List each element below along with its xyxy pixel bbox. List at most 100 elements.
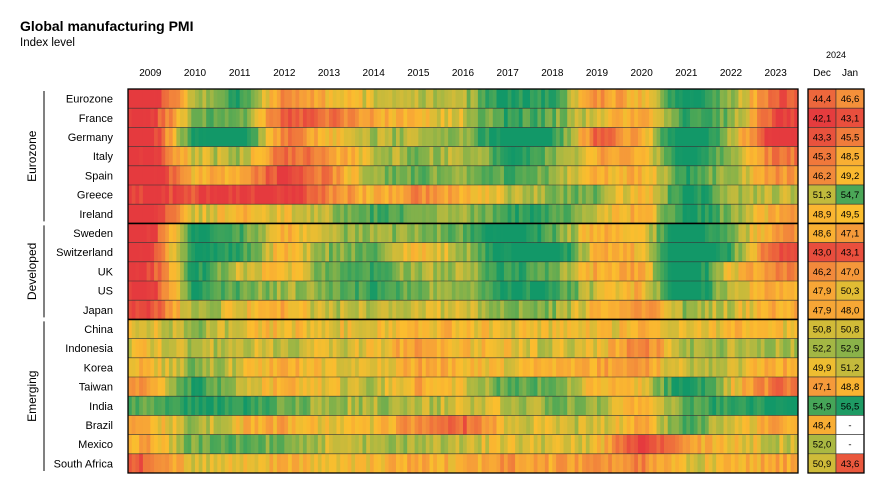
heatmap-cell [195, 453, 200, 473]
heatmap-cell [515, 434, 520, 454]
heatmap-cell [262, 396, 267, 416]
row-label: Switzerland [56, 247, 113, 259]
heatmap-cell [388, 453, 393, 473]
heatmap-cell [228, 89, 233, 109]
heatmap-cell [399, 377, 404, 397]
heatmap-cell [299, 319, 304, 339]
heatmap-cell [704, 242, 710, 262]
heatmap-cell [247, 108, 252, 128]
heatmap-cell [381, 338, 386, 358]
heatmap-cell [660, 377, 665, 397]
heatmap-cell [656, 453, 661, 473]
heatmap-cell [783, 319, 788, 339]
heatmap-cell [429, 338, 434, 358]
heatmap-cell [146, 377, 151, 397]
heatmap-cell [325, 204, 330, 224]
heatmap-cell [522, 357, 527, 377]
heatmap-cell [332, 281, 337, 301]
heatmap-cell [470, 204, 475, 224]
heatmap-cell [649, 396, 654, 416]
heatmap-cell [172, 300, 177, 320]
heatmap-cell [429, 146, 434, 166]
heatmap-cell [463, 223, 468, 243]
heatmap-cell [771, 242, 777, 262]
x-tick-label: 2017 [497, 68, 520, 79]
heatmap-cell [358, 453, 363, 473]
heatmap-cell [559, 453, 564, 473]
heatmap-cell [168, 127, 174, 147]
heatmap-cell [157, 300, 162, 320]
heatmap-cell [221, 377, 226, 397]
heatmap-cell [247, 223, 252, 243]
heatmap-cell [757, 185, 762, 205]
heatmap-cell [332, 261, 337, 281]
heatmap-cell [786, 127, 791, 147]
heatmap-cell [783, 223, 788, 243]
heatmap-cell [433, 204, 438, 224]
heatmap-cell [552, 357, 557, 377]
heatmap-cell [377, 415, 382, 435]
heatmap-cell [176, 127, 181, 147]
heatmap-cell [608, 165, 613, 185]
heatmap-cell [593, 434, 598, 454]
heatmap-cell [544, 434, 550, 454]
heatmap-cell [507, 185, 512, 205]
heatmap-cell [299, 261, 304, 281]
heatmap-cell [340, 204, 345, 224]
heatmap-cell [288, 165, 293, 185]
heatmap-cell [745, 396, 751, 416]
heatmap-cell [641, 242, 646, 262]
heatmap-cell [165, 300, 170, 320]
heatmap-cell [146, 396, 151, 416]
heatmap-cell [697, 281, 702, 301]
heatmap-cell [161, 396, 166, 416]
heatmap-cell [351, 357, 356, 377]
heatmap-cell [381, 261, 386, 281]
heatmap-cell [381, 127, 386, 147]
heatmap-cell [783, 165, 788, 185]
heatmap-cell [645, 261, 650, 281]
heatmap-cell [321, 185, 326, 205]
heatmap-cell [317, 319, 322, 339]
heatmap-cell [373, 89, 378, 109]
heatmap-cell [276, 338, 282, 358]
heatmap-cell [433, 185, 438, 205]
heatmap-cell [355, 146, 360, 166]
heatmap-cell [280, 396, 285, 416]
heatmap-cell [403, 319, 408, 339]
heatmap-cell [463, 453, 468, 473]
heatmap-cell [351, 319, 356, 339]
heatmap-cell [347, 281, 352, 301]
row-label: Mexico [78, 439, 113, 451]
heatmap-cell [358, 281, 363, 301]
heatmap-cell [451, 281, 456, 301]
heatmap-cell [503, 127, 509, 147]
heatmap-cell [485, 377, 490, 397]
heatmap-cell [168, 319, 174, 339]
heatmap-cell [284, 204, 289, 224]
heatmap-cell [250, 319, 255, 339]
heatmap-cell [537, 89, 542, 109]
heatmap-cell [299, 281, 304, 301]
heatmap-cell [790, 300, 795, 320]
heatmap-cell [451, 396, 456, 416]
heatmap-cell [198, 242, 203, 262]
heatmap-cell [749, 89, 754, 109]
heatmap-cell [757, 242, 762, 262]
heatmap-cell [343, 319, 349, 339]
heatmap-cell [518, 434, 523, 454]
heatmap-cell [544, 261, 550, 281]
heatmap-cell [548, 281, 553, 301]
heatmap-cell [481, 281, 486, 301]
heatmap-cell [623, 453, 628, 473]
heatmap-cell [652, 146, 657, 166]
heatmap-cell [507, 300, 512, 320]
heatmap-cell [403, 242, 408, 262]
heatmap-cell [749, 242, 754, 262]
heatmap-cell [291, 434, 296, 454]
heatmap-cell [239, 453, 244, 473]
heatmap-cell [608, 396, 613, 416]
heatmap-cell [649, 223, 654, 243]
heatmap-cell [522, 319, 527, 339]
heatmap-cell [273, 319, 278, 339]
